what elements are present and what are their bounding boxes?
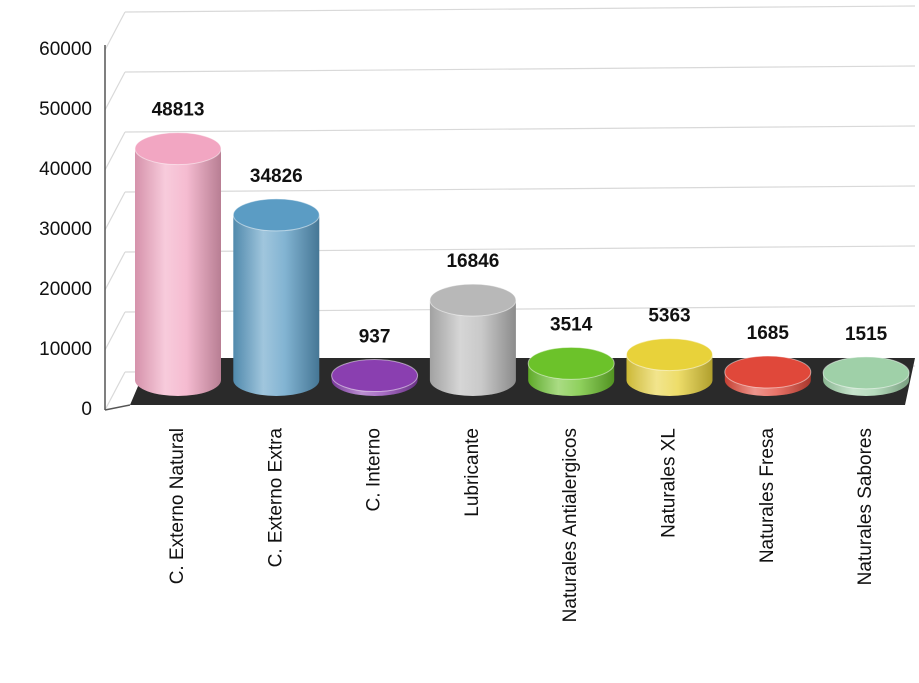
cylinder-body: [429, 300, 516, 397]
cylinder-top: [822, 356, 910, 390]
value-label: 5363: [648, 306, 690, 327]
value-label: 34826: [250, 166, 303, 187]
x-tick-label: Naturales Fresa: [757, 428, 778, 564]
x-tick-label: C. Externo Extra: [265, 428, 286, 568]
cylinder-top: [331, 359, 419, 393]
cylinder-top: [134, 132, 222, 166]
cylinder-top: [429, 283, 517, 317]
grid-line: [124, 185, 916, 193]
value-label: 1515: [845, 324, 888, 345]
x-tick-label: Lubricante: [462, 428, 483, 517]
cylinder-top: [626, 338, 713, 372]
cylinder-top: [724, 355, 812, 389]
grid-line: [124, 125, 916, 133]
x-tick-label: Naturales Sabores: [855, 428, 876, 585]
y-tick-label: 20000: [39, 279, 92, 300]
x-tick-label: C. Interno: [364, 428, 385, 511]
y-tick-label: 50000: [39, 99, 92, 120]
x-tick-label: Naturales XL: [659, 428, 680, 538]
value-label: 3514: [550, 314, 593, 335]
y-tick-label: 0: [81, 399, 92, 420]
grid-line: [124, 65, 916, 73]
grid-line: [124, 5, 916, 13]
cylinder-body: [233, 214, 320, 396]
cylinder-body: [135, 148, 221, 396]
y-tick-label: 40000: [39, 159, 92, 180]
y-tick-label: 30000: [39, 219, 92, 240]
side-grid-line: [104, 11, 126, 51]
x-tick-label: Naturales Antialergicos: [560, 428, 581, 622]
x-tick-label: C. Externo Natural: [167, 428, 188, 584]
side-grid-line: [104, 311, 126, 351]
side-grid-line: [104, 191, 126, 231]
value-label: 48813: [152, 100, 205, 121]
value-label: 1685: [747, 323, 790, 344]
side-grid-line: [104, 371, 126, 411]
y-tick-label: 60000: [39, 39, 92, 60]
side-grid-line: [104, 251, 126, 291]
value-label: 937: [359, 327, 391, 348]
floor: [130, 358, 915, 405]
axis-corner: [104, 404, 131, 411]
side-grid-line: [104, 131, 126, 171]
cylinder-top: [527, 346, 615, 380]
value-label: 16846: [446, 251, 499, 272]
y-tick-label: 10000: [39, 339, 92, 360]
side-grid-line: [104, 71, 126, 111]
cylinder-top: [232, 198, 320, 232]
